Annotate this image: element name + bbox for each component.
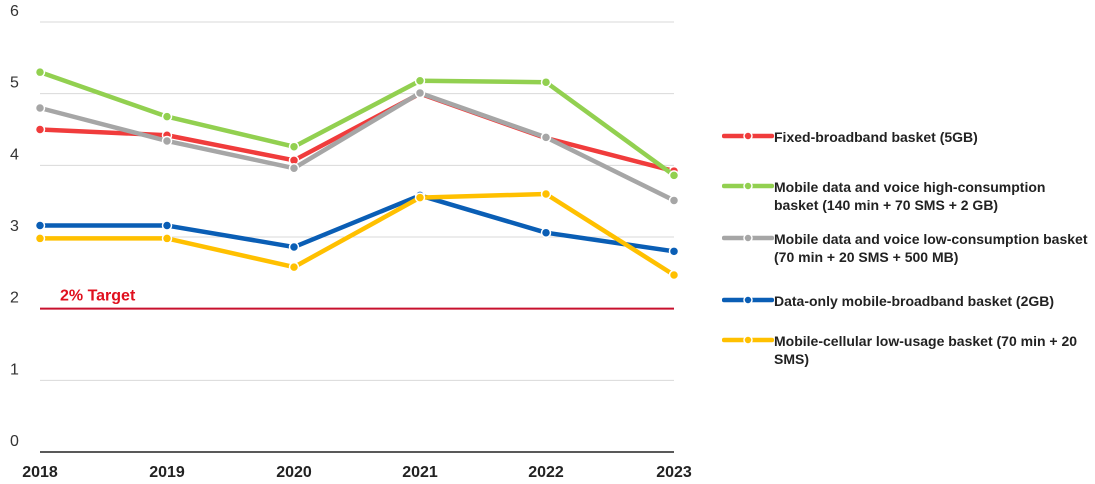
data-point — [540, 132, 552, 143]
data-point — [414, 87, 426, 99]
legend-item: Mobile data and voice high-consumption b… — [722, 178, 1092, 214]
series-line — [37, 69, 677, 178]
y-tick-label: 6 — [10, 3, 19, 20]
y-tick-label: 2 — [10, 290, 19, 307]
data-point — [161, 233, 173, 244]
x-tick-label: 2021 — [402, 464, 438, 481]
legend-item: Mobile-cellular low-usage basket (70 min… — [722, 332, 1092, 368]
x-tick-label: 2018 — [22, 464, 58, 481]
y-tick-label: 4 — [10, 146, 19, 163]
series-4 — [34, 190, 680, 257]
data-point — [161, 135, 173, 147]
legend-swatch — [722, 181, 774, 191]
target-label: 2% Target — [60, 288, 136, 305]
data-point — [540, 76, 552, 88]
gridlines — [40, 21, 674, 381]
data-point — [161, 220, 173, 231]
legend-label: Mobile data and voice high-consumption b… — [774, 179, 1046, 213]
data-point — [668, 170, 680, 181]
data-point — [668, 246, 680, 257]
series-5 — [34, 188, 680, 281]
data-point — [668, 195, 680, 206]
y-tick-label: 0 — [10, 433, 19, 450]
y-tick-label: 1 — [10, 361, 19, 378]
line-chart: 0 1 2 3 4 5 6 2018 2019 2020 2021 2022 2023 2% Targ… — [10, 3, 692, 481]
legend-swatch — [722, 131, 774, 141]
x-tick-label: 2020 — [276, 464, 312, 481]
data-point — [288, 241, 300, 253]
legend-item: Data-only mobile-broadband basket (2GB) — [722, 292, 1054, 310]
legend-item: Mobile data and voice low-consumption ba… — [722, 230, 1092, 266]
data-point — [414, 192, 426, 203]
y-axis-tick-labels: 0 1 2 3 4 5 6 — [10, 3, 19, 450]
legend-swatch — [722, 295, 774, 305]
data-point — [34, 124, 46, 135]
series-layer — [34, 66, 680, 281]
legend-label: Fixed-broadband basket (5GB) — [774, 129, 978, 145]
data-point — [34, 233, 46, 244]
data-point — [34, 102, 46, 114]
series-line — [37, 191, 677, 278]
data-point — [288, 141, 300, 152]
series-line — [37, 193, 677, 254]
legend-item: Fixed-broadband basket (5GB) — [722, 128, 978, 146]
data-point — [288, 261, 300, 273]
data-point — [668, 269, 680, 281]
legend-label: Mobile-cellular low-usage basket (70 min… — [774, 333, 1078, 367]
series-line — [37, 90, 677, 203]
x-axis-tick-labels: 2018 2019 2020 2021 2022 2023 — [22, 464, 692, 481]
x-tick-label: 2022 — [528, 464, 564, 481]
legend-label: Mobile data and voice low-consumption ba… — [774, 231, 1088, 265]
data-point — [540, 227, 552, 238]
data-point — [34, 66, 46, 78]
legend-swatch — [722, 233, 774, 243]
series-3 — [34, 87, 680, 206]
series-2 — [34, 66, 680, 181]
data-point — [34, 220, 46, 231]
data-point — [414, 75, 426, 87]
legend-label: Data-only mobile-broadband basket (2GB) — [774, 293, 1055, 309]
y-tick-label: 3 — [10, 218, 19, 235]
y-tick-label: 5 — [10, 75, 19, 92]
x-tick-label: 2023 — [656, 464, 692, 481]
data-point — [540, 188, 552, 200]
data-point — [288, 162, 300, 174]
x-tick-label: 2019 — [149, 464, 185, 481]
legend-swatch — [722, 335, 774, 345]
data-point — [161, 111, 173, 122]
